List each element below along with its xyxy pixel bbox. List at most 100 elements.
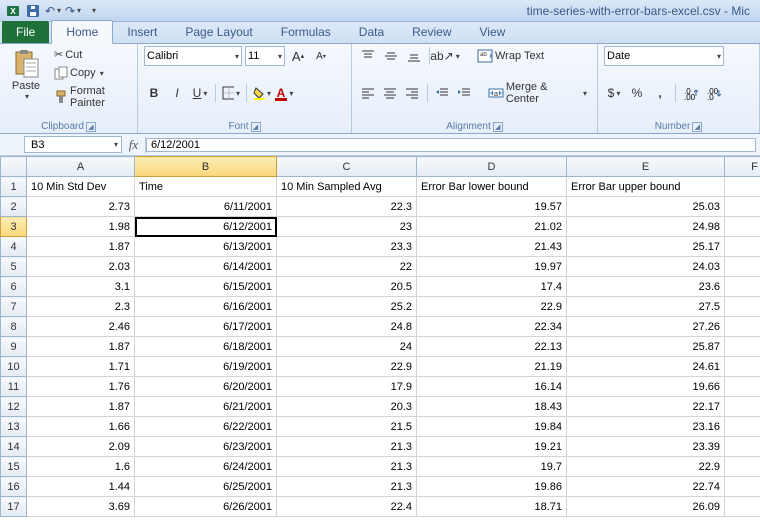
cell-A12[interactable]: 1.87 bbox=[27, 397, 135, 417]
cell-D3[interactable]: 21.02 bbox=[417, 217, 567, 237]
cell-F9[interactable] bbox=[725, 337, 760, 357]
cell-B14[interactable]: 6/23/2001 bbox=[135, 437, 277, 457]
cell-B13[interactable]: 6/22/2001 bbox=[135, 417, 277, 437]
decrease-decimal-button[interactable]: .00.0 bbox=[704, 83, 724, 103]
formula-input[interactable]: 6/12/2001 bbox=[146, 138, 756, 152]
cell-D6[interactable]: 17.4 bbox=[417, 277, 567, 297]
cell-B15[interactable]: 6/24/2001 bbox=[135, 457, 277, 477]
cell-F4[interactable] bbox=[725, 237, 760, 257]
cell-E4[interactable]: 25.17 bbox=[567, 237, 725, 257]
cell-F11[interactable] bbox=[725, 377, 760, 397]
cell-B4[interactable]: 6/13/2001 bbox=[135, 237, 277, 257]
cell-A11[interactable]: 1.76 bbox=[27, 377, 135, 397]
number-dialog-launcher[interactable]: ◢ bbox=[692, 122, 702, 132]
row-header-9[interactable]: 9 bbox=[1, 337, 27, 357]
cell-A10[interactable]: 1.71 bbox=[27, 357, 135, 377]
font-name-combo[interactable]: Calibri▾ bbox=[144, 46, 242, 66]
font-size-combo[interactable]: 11▾ bbox=[245, 46, 285, 66]
select-all-corner[interactable] bbox=[1, 157, 27, 177]
row-header-14[interactable]: 14 bbox=[1, 437, 27, 457]
cell-F14[interactable] bbox=[725, 437, 760, 457]
row-header-6[interactable]: 6 bbox=[1, 277, 27, 297]
cell-F7[interactable] bbox=[725, 297, 760, 317]
cell-A7[interactable]: 2.3 bbox=[27, 297, 135, 317]
name-box[interactable]: B3▾ bbox=[24, 136, 122, 153]
col-header-F[interactable]: F bbox=[725, 157, 760, 177]
cell-D1[interactable]: Error Bar lower bound bbox=[417, 177, 567, 197]
cell-D2[interactable]: 19.57 bbox=[417, 197, 567, 217]
cell-C16[interactable]: 21.3 bbox=[277, 477, 417, 497]
borders-button[interactable]: ▾ bbox=[221, 83, 241, 103]
comma-style-button[interactable]: , bbox=[650, 83, 670, 103]
increase-indent-button[interactable] bbox=[455, 83, 474, 103]
cell-E1[interactable]: Error Bar upper bound bbox=[567, 177, 725, 197]
paste-button[interactable]: Paste▾ bbox=[6, 46, 46, 111]
undo-icon[interactable]: ↶▾ bbox=[44, 2, 62, 20]
cell-E17[interactable]: 26.09 bbox=[567, 497, 725, 517]
cell-C12[interactable]: 20.3 bbox=[277, 397, 417, 417]
align-middle-button[interactable] bbox=[381, 46, 401, 66]
cell-E10[interactable]: 24.61 bbox=[567, 357, 725, 377]
cell-D5[interactable]: 19.97 bbox=[417, 257, 567, 277]
align-left-button[interactable] bbox=[358, 83, 377, 103]
cell-B3[interactable]: 6/12/2001 bbox=[135, 217, 277, 237]
cell-F8[interactable] bbox=[725, 317, 760, 337]
cell-B10[interactable]: 6/19/2001 bbox=[135, 357, 277, 377]
cell-C10[interactable]: 22.9 bbox=[277, 357, 417, 377]
cell-E14[interactable]: 23.39 bbox=[567, 437, 725, 457]
cell-B2[interactable]: 6/11/2001 bbox=[135, 197, 277, 217]
cell-E7[interactable]: 27.5 bbox=[567, 297, 725, 317]
cell-F5[interactable] bbox=[725, 257, 760, 277]
currency-button[interactable]: $▾ bbox=[604, 83, 624, 103]
cell-B16[interactable]: 6/25/2001 bbox=[135, 477, 277, 497]
cell-E3[interactable]: 24.98 bbox=[567, 217, 725, 237]
cell-D14[interactable]: 19.21 bbox=[417, 437, 567, 457]
row-header-11[interactable]: 11 bbox=[1, 377, 27, 397]
cell-C2[interactable]: 22.3 bbox=[277, 197, 417, 217]
row-header-17[interactable]: 17 bbox=[1, 497, 27, 517]
cell-F1[interactable] bbox=[725, 177, 760, 197]
font-dialog-launcher[interactable]: ◢ bbox=[251, 122, 261, 132]
row-header-5[interactable]: 5 bbox=[1, 257, 27, 277]
italic-button[interactable]: I bbox=[167, 83, 187, 103]
cell-A17[interactable]: 3.69 bbox=[27, 497, 135, 517]
cell-E12[interactable]: 22.17 bbox=[567, 397, 725, 417]
excel-icon[interactable]: X bbox=[4, 2, 22, 20]
row-header-16[interactable]: 16 bbox=[1, 477, 27, 497]
cell-B8[interactable]: 6/17/2001 bbox=[135, 317, 277, 337]
copy-button[interactable]: Copy▾ bbox=[50, 64, 131, 82]
cell-F16[interactable] bbox=[725, 477, 760, 497]
col-header-B[interactable]: B bbox=[135, 157, 277, 177]
merge-center-button[interactable]: aMerge & Center▾ bbox=[484, 79, 591, 107]
cell-A3[interactable]: 1.98 bbox=[27, 217, 135, 237]
cell-D11[interactable]: 16.14 bbox=[417, 377, 567, 397]
row-header-1[interactable]: 1 bbox=[1, 177, 27, 197]
tab-file[interactable]: File bbox=[2, 21, 49, 43]
tab-page-layout[interactable]: Page Layout bbox=[171, 21, 266, 43]
cell-F15[interactable] bbox=[725, 457, 760, 477]
row-header-10[interactable]: 10 bbox=[1, 357, 27, 377]
col-header-E[interactable]: E bbox=[567, 157, 725, 177]
cell-C14[interactable]: 21.3 bbox=[277, 437, 417, 457]
fx-icon[interactable]: fx bbox=[122, 137, 146, 153]
cell-E5[interactable]: 24.03 bbox=[567, 257, 725, 277]
cell-F13[interactable] bbox=[725, 417, 760, 437]
cell-B7[interactable]: 6/16/2001 bbox=[135, 297, 277, 317]
tab-insert[interactable]: Insert bbox=[113, 21, 171, 43]
orientation-button[interactable]: ab↗▾ bbox=[435, 46, 455, 66]
clipboard-dialog-launcher[interactable]: ◢ bbox=[86, 122, 96, 132]
decrease-indent-button[interactable] bbox=[433, 83, 452, 103]
cell-F10[interactable] bbox=[725, 357, 760, 377]
cell-D16[interactable]: 19.86 bbox=[417, 477, 567, 497]
cell-C4[interactable]: 23.3 bbox=[277, 237, 417, 257]
align-right-button[interactable] bbox=[402, 83, 421, 103]
row-header-4[interactable]: 4 bbox=[1, 237, 27, 257]
cell-D4[interactable]: 21.43 bbox=[417, 237, 567, 257]
row-header-12[interactable]: 12 bbox=[1, 397, 27, 417]
cell-C8[interactable]: 24.8 bbox=[277, 317, 417, 337]
wrap-text-button[interactable]: abWrap Text bbox=[473, 47, 548, 65]
cell-B17[interactable]: 6/26/2001 bbox=[135, 497, 277, 517]
cell-A4[interactable]: 1.87 bbox=[27, 237, 135, 257]
cell-F2[interactable] bbox=[725, 197, 760, 217]
align-top-button[interactable] bbox=[358, 46, 378, 66]
